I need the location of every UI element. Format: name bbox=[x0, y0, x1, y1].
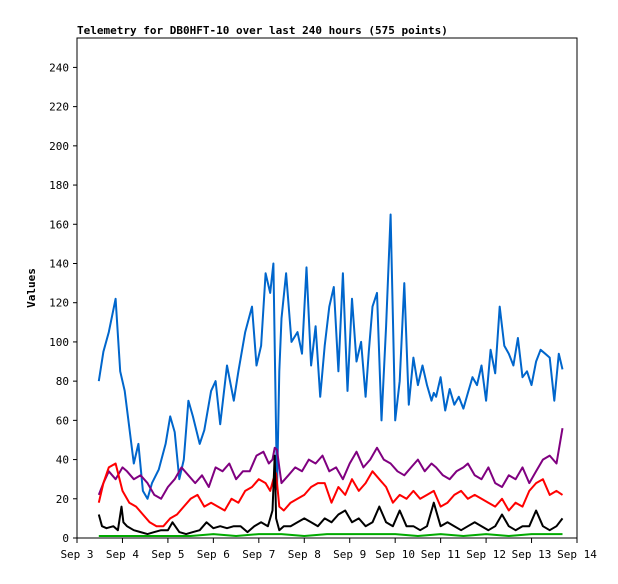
y-axis: 0 20 40 60 80 100 120 140 160 180 200 220 240 bbox=[49, 61, 77, 545]
series-line-0 bbox=[97, 213, 564, 500]
y-tick-label: 120 bbox=[49, 297, 69, 310]
x-axis: Sep 3 Sep 4 Sep 5 Sep 6 Sep 7 Sep 8 Sep 9 Sep 1… bbox=[60, 538, 597, 561]
y-tick-label: 80 bbox=[56, 375, 69, 388]
x-tick-label: Sep 5 bbox=[151, 548, 184, 561]
series-line-2 bbox=[97, 462, 564, 528]
x-tick-label: Sep 11 bbox=[421, 548, 461, 561]
y-tick-label: 160 bbox=[49, 218, 69, 231]
y-axis-label: Values bbox=[25, 268, 38, 308]
x-tick-label: Sep 6 bbox=[197, 548, 230, 561]
y-tick-label: 40 bbox=[56, 454, 69, 467]
series-line-3 bbox=[97, 454, 564, 536]
y-tick-label: 100 bbox=[49, 336, 69, 349]
x-tick-label: Sep 3 bbox=[60, 548, 93, 561]
series-line-4 bbox=[98, 533, 563, 537]
chart-title: Telemetry for DB0HFT-10 over last 240 ho… bbox=[77, 24, 448, 37]
x-tick-label: Sep 12 bbox=[466, 548, 506, 561]
y-tick-label: 0 bbox=[62, 532, 69, 545]
x-tick-label: Sep 8 bbox=[288, 548, 321, 561]
series-line-1 bbox=[97, 428, 564, 500]
series-layer bbox=[97, 213, 564, 537]
y-tick-label: 240 bbox=[49, 61, 69, 74]
y-tick-label: 200 bbox=[49, 140, 69, 153]
x-tick-label: Sep 7 bbox=[242, 548, 275, 561]
y-tick-label: 220 bbox=[49, 101, 69, 114]
x-tick-label: Sep 4 bbox=[106, 548, 139, 561]
plot-frame bbox=[76, 37, 578, 539]
y-tick-label: 20 bbox=[56, 493, 69, 506]
x-tick-label: Sep 13 bbox=[512, 548, 552, 561]
y-tick-label: 140 bbox=[49, 257, 69, 270]
y-tick-label: 180 bbox=[49, 179, 69, 192]
x-tick-label: Sep 9 bbox=[333, 548, 366, 561]
x-tick-label: Sep 14 bbox=[557, 548, 597, 561]
x-tick-label: Sep 10 bbox=[375, 548, 415, 561]
y-tick-label: 60 bbox=[56, 414, 69, 427]
